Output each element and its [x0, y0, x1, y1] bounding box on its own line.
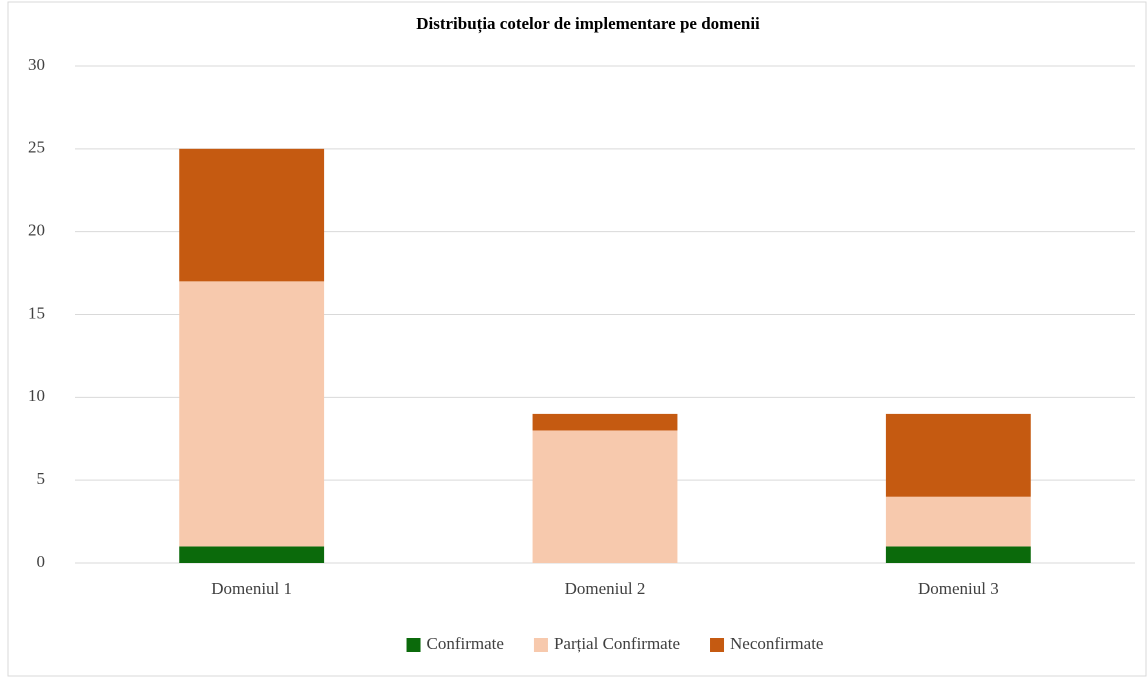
legend-label: Parțial Confirmate — [554, 634, 680, 653]
bar-segment — [885, 546, 1031, 563]
y-tick-label: 30 — [28, 55, 45, 74]
legend-item: Confirmate — [406, 634, 504, 653]
legend-label: Confirmate — [427, 634, 504, 653]
x-tick-label: Domeniul 2 — [565, 579, 646, 598]
y-tick-label: 25 — [28, 138, 45, 157]
y-tick-label: 20 — [28, 221, 45, 240]
y-tick-label: 0 — [37, 552, 46, 571]
x-tick-label: Domeniul 3 — [918, 579, 999, 598]
chart-frame — [7, 1, 1147, 677]
bar-segment — [885, 413, 1031, 497]
y-tick-label: 5 — [37, 469, 46, 488]
bar-segment — [179, 148, 325, 282]
legend-item: Neconfirmate — [710, 634, 823, 653]
bar-segment — [885, 496, 1031, 547]
x-tick-label: Domeniul 1 — [211, 579, 292, 598]
y-tick-label: 10 — [28, 386, 45, 405]
legend-swatch — [710, 638, 725, 652]
chart-title: Distribuția cotelor de implementare pe d… — [416, 14, 760, 34]
bar-segment — [532, 413, 678, 431]
bar-segment — [179, 281, 325, 547]
bar-segment — [179, 546, 325, 563]
legend-item: Parțial Confirmate — [533, 634, 680, 653]
y-tick-label: 15 — [28, 303, 45, 322]
bar-segment — [532, 430, 678, 563]
legend-swatch — [533, 638, 548, 652]
legend-label: Neconfirmate — [730, 634, 823, 653]
legend-swatch — [406, 638, 421, 652]
